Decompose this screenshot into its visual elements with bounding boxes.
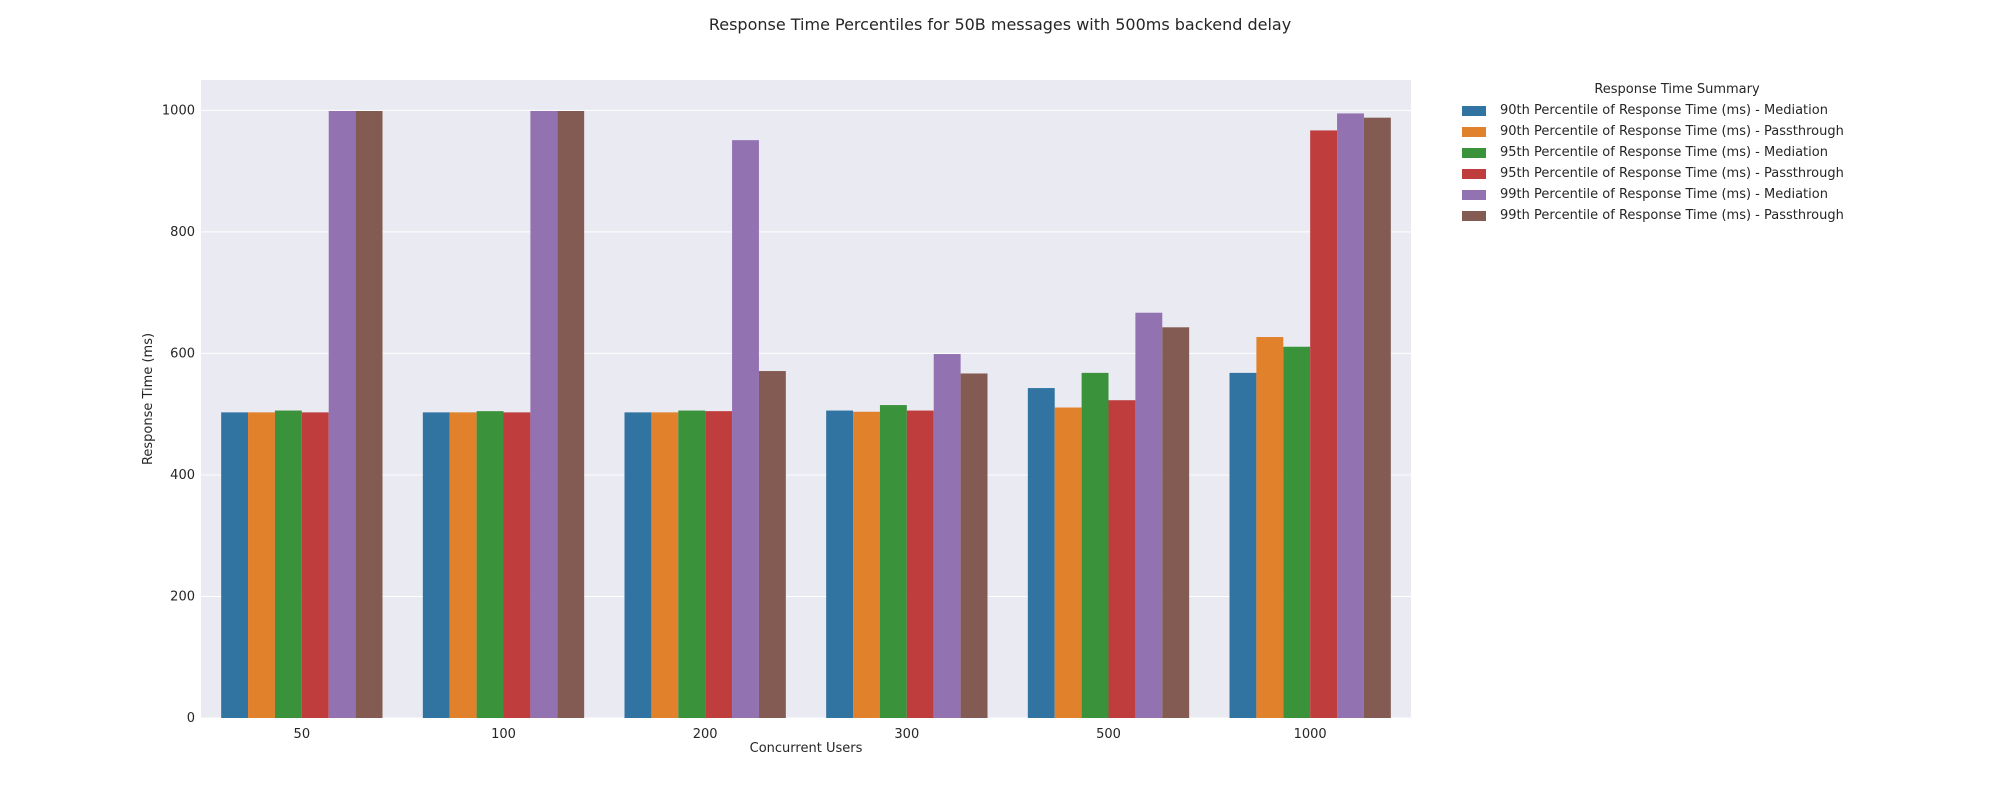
- bar: [1054, 407, 1082, 718]
- y-tick-label: 600: [170, 346, 195, 361]
- bar: [906, 410, 934, 718]
- legend-swatch: [1462, 147, 1486, 158]
- legend-label: 95th Percentile of Response Time (ms) - …: [1500, 145, 1828, 160]
- x-tick-label: 1000: [1294, 727, 1327, 742]
- bar: [853, 411, 880, 718]
- bar: [879, 405, 907, 718]
- x-tick-label: 50: [294, 727, 311, 742]
- bar: [530, 110, 558, 718]
- bar: [678, 410, 706, 718]
- legend-label: 90th Percentile of Response Time (ms) - …: [1500, 124, 1844, 139]
- bar: [557, 110, 585, 718]
- y-tick-label: 1000: [162, 103, 195, 118]
- bar: [1283, 346, 1311, 718]
- bar: [274, 410, 302, 718]
- bar: [1229, 372, 1257, 718]
- bars: [221, 110, 1391, 719]
- legend-label: 95th Percentile of Response Time (ms) - …: [1500, 166, 1844, 181]
- bar: [705, 411, 733, 718]
- x-tick-label: 200: [693, 727, 718, 742]
- bar: [732, 140, 759, 718]
- legend-swatch: [1462, 126, 1486, 137]
- bar: [355, 110, 383, 718]
- bar: [1337, 113, 1364, 718]
- x-axis-ticks: 50 100 200 300 500 1000: [294, 727, 1327, 742]
- bar: [1081, 372, 1109, 718]
- bar: [1310, 130, 1338, 719]
- y-tick-label: 400: [170, 468, 195, 483]
- plot-area: [201, 80, 1411, 718]
- y-tick-label: 800: [170, 225, 195, 240]
- x-tick-label: 500: [1096, 727, 1121, 742]
- x-tick-label: 300: [894, 727, 919, 742]
- bar: [1363, 117, 1391, 719]
- legend-item: 99th Percentile of Response Time (ms) - …: [1462, 184, 1922, 205]
- x-tick-label: 100: [491, 727, 516, 742]
- bar: [933, 354, 961, 718]
- bar: [826, 410, 854, 718]
- bar: [758, 371, 786, 718]
- bar: [422, 412, 450, 718]
- bar: [476, 411, 504, 718]
- bar: [1162, 327, 1190, 718]
- legend-swatch: [1462, 210, 1486, 221]
- bar: [1108, 400, 1136, 718]
- chart-title: Response Time Percentiles for 50B messag…: [709, 15, 1291, 34]
- legend-label: 99th Percentile of Response Time (ms) - …: [1500, 208, 1844, 223]
- x-axis-label: Concurrent Users: [750, 741, 863, 756]
- legend-item: 95th Percentile of Response Time (ms) - …: [1462, 142, 1922, 163]
- bar: [449, 412, 477, 718]
- bar: [301, 412, 329, 718]
- bar: [624, 412, 652, 718]
- y-axis-ticks: 0 200 400 600 800 1000: [162, 103, 195, 726]
- legend-swatch: [1462, 105, 1486, 116]
- legend-items: 90th Percentile of Response Time (ms) - …: [1462, 100, 1922, 226]
- bar: [651, 412, 679, 718]
- bar: [503, 412, 531, 718]
- legend-title: Response Time Summary: [1594, 82, 1760, 97]
- bar: [221, 412, 249, 718]
- bar: [1256, 337, 1284, 718]
- legend-item: 95th Percentile of Response Time (ms) - …: [1462, 163, 1922, 184]
- legend-label: 99th Percentile of Response Time (ms) - …: [1500, 187, 1828, 202]
- y-tick-label: 0: [187, 711, 195, 726]
- legend-swatch: [1462, 168, 1486, 179]
- bar: [1027, 388, 1055, 718]
- bar: [960, 373, 988, 718]
- legend-item: 99th Percentile of Response Time (ms) - …: [1462, 205, 1922, 226]
- legend-label: 90th Percentile of Response Time (ms) - …: [1500, 103, 1828, 118]
- legend-item: 90th Percentile of Response Time (ms) - …: [1462, 100, 1922, 121]
- bar: [1135, 312, 1163, 718]
- legend-item: 90th Percentile of Response Time (ms) - …: [1462, 121, 1922, 142]
- bar: [248, 412, 275, 718]
- bar: [328, 110, 356, 718]
- gridlines: [201, 109, 1411, 719]
- y-tick-label: 200: [170, 589, 195, 604]
- legend: Response Time Summary 90th Percentile of…: [1462, 82, 1922, 226]
- legend-swatch: [1462, 189, 1486, 200]
- y-axis-label: Response Time (ms): [141, 333, 156, 465]
